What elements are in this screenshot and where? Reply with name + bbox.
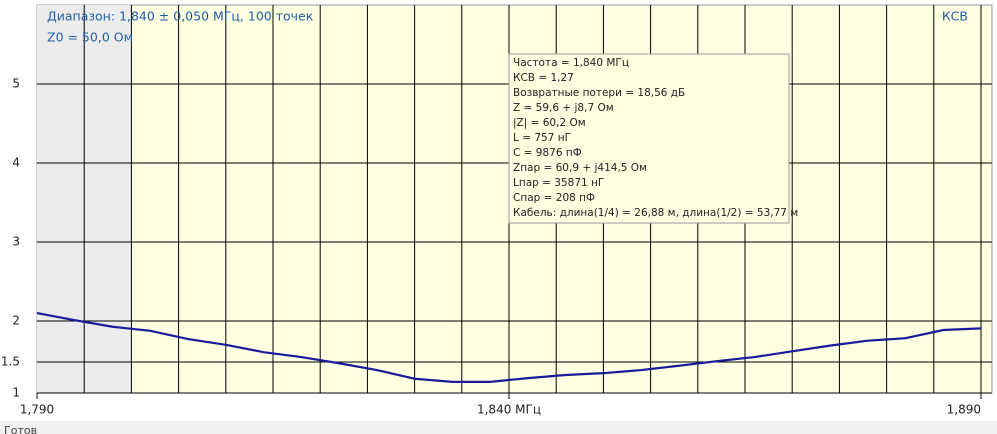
y-tick-label: 4 xyxy=(12,156,20,170)
swr-line xyxy=(36,312,982,383)
y-tick-label: 5 xyxy=(12,77,20,91)
readout-line: Частота = 1,840 МГц xyxy=(513,57,629,69)
readout-box xyxy=(508,53,790,224)
readout-line: L = 757 нГ xyxy=(513,132,571,144)
x-tick-label: 1,840 МГц xyxy=(477,403,541,417)
y-tick-label: 1 xyxy=(12,386,20,400)
readout-line: Zпар = 60,9 + j414,5 Ом xyxy=(513,162,647,174)
chart-subtitle: Z0 = 50,0 Ом xyxy=(47,30,133,45)
x-tick-label: 1,790 xyxy=(20,403,54,417)
readout-line: Возвратные потери = 18,56 дБ xyxy=(513,87,685,99)
readout-line: Кабель: длина(1/4) = 26,88 м, длина(1/2)… xyxy=(513,207,798,219)
readout-line: Lпар = 35871 нГ xyxy=(513,177,604,189)
y-tick-label: 1.5 xyxy=(1,355,20,369)
status-bar xyxy=(0,421,997,434)
readout-line: C = 9876 пФ xyxy=(513,147,582,159)
y-axis-label: КСВ xyxy=(942,9,968,24)
x-tick-label: 1,890 xyxy=(947,403,981,417)
y-tick-label: 3 xyxy=(12,235,20,249)
readout-line: Z = 59,6 + j8,7 Ом xyxy=(513,102,614,114)
readout-line: Cпар = 208 пФ xyxy=(513,192,595,204)
status-text: Готов xyxy=(4,424,37,434)
readout-line: КСВ = 1,27 xyxy=(513,72,574,84)
readout-line: |Z| = 60,2 Ом xyxy=(513,117,586,129)
chart-title: Диапазон: 1,840 ± 0,050 МГц, 100 точек xyxy=(47,9,314,24)
y-tick-label: 2 xyxy=(12,314,20,328)
